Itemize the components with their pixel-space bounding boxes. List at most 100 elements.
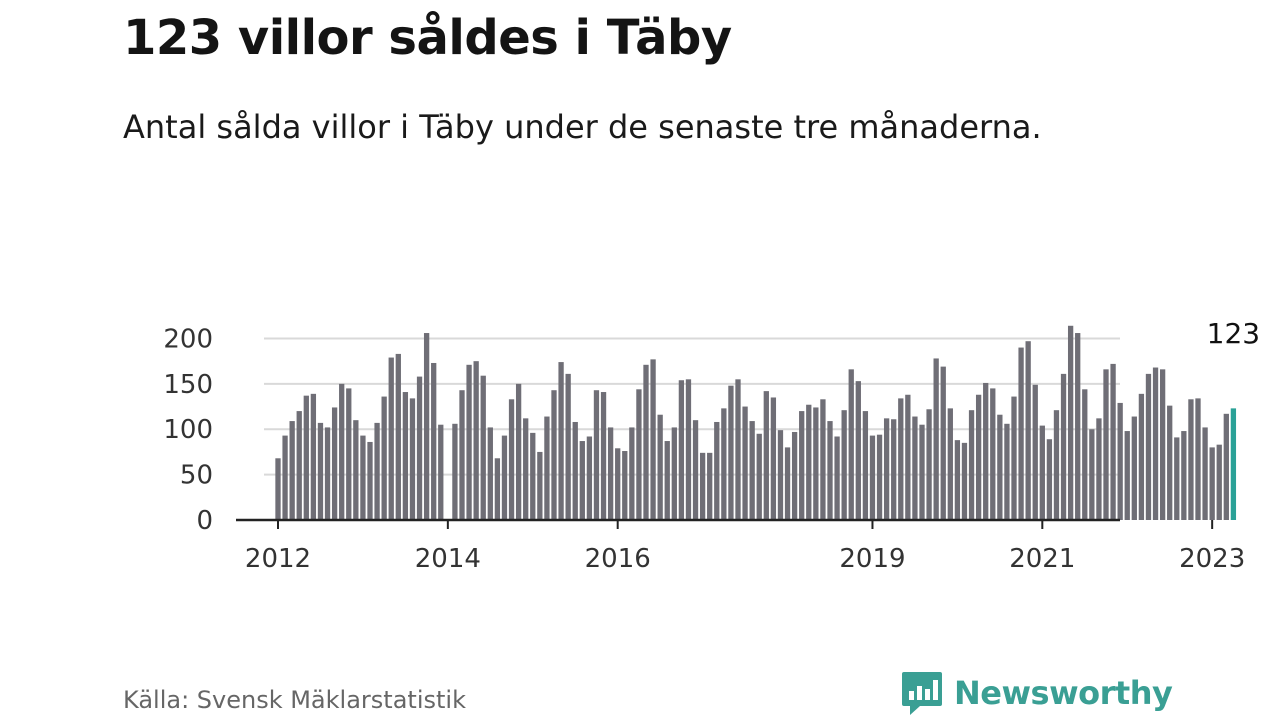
bar [1039,425,1045,520]
bar [1209,447,1215,520]
bar [615,448,621,520]
bar [1167,405,1173,520]
bar [586,436,593,520]
bar [431,362,437,520]
bar [1124,431,1130,520]
bar [282,435,288,520]
bar [523,418,529,520]
bar [813,407,819,520]
bar [954,440,961,520]
bar [515,383,522,520]
bar [360,435,366,520]
bar [1075,333,1081,520]
bar [869,435,876,520]
bar [1011,396,1017,520]
chart-subtitle: Antal sålda villor i Täby under de senas… [123,108,1042,146]
bar [324,427,331,520]
bar [409,398,416,520]
bar [891,419,897,520]
bar [353,420,359,520]
bar [367,441,373,520]
bar [1117,402,1123,520]
bar [374,422,380,520]
bar [671,427,677,520]
bar [494,458,501,520]
bar [452,423,458,520]
brand-name: Newsworthy [954,674,1173,712]
bar [537,451,543,520]
bar [593,390,600,520]
bar [579,441,585,520]
bar [1216,444,1222,520]
bar [558,362,564,520]
bar [1202,427,1208,520]
bar [1181,431,1187,520]
bar [820,399,826,520]
y-tick-label: 200 [163,324,213,354]
bar [791,431,798,520]
bar [466,364,472,520]
bar [997,414,1003,520]
bar [749,421,755,520]
bar [317,422,324,520]
y-tick-label: 150 [163,370,213,400]
bar [1032,384,1038,520]
bar [1103,369,1109,520]
bar [650,359,656,520]
bar [1131,416,1137,520]
bar [423,333,430,520]
source-note: Källa: Svensk Mäklarstatistik [123,686,466,714]
x-tick-label: 2023 [1179,544,1245,574]
bar [1046,439,1053,520]
bar [622,451,628,520]
chart-title: 123 villor såldes i Täby [123,10,732,66]
bar [692,420,699,520]
bar [1082,389,1088,520]
bar [678,380,685,520]
x-tick-label: 2012 [245,544,311,574]
bar [799,411,805,520]
bar [346,388,352,520]
bar [933,358,939,520]
bar [1223,413,1229,520]
bar [508,399,515,520]
bar [919,424,925,520]
bar [1138,393,1145,520]
bar [416,376,423,520]
bar [395,353,401,520]
bar [1089,429,1095,520]
bar [339,383,345,520]
bar [905,394,911,520]
bar [763,391,769,520]
bar [438,424,444,520]
bar [636,389,642,520]
bar [806,404,812,520]
bar [388,357,394,520]
bar [1110,363,1116,520]
bar [501,435,508,520]
bar [296,411,302,520]
x-tick-label: 2016 [585,544,651,574]
bar [643,364,649,520]
y-tick-label: 100 [163,415,213,445]
bar [827,421,833,520]
bar [1159,369,1166,520]
bar [784,447,791,520]
bar [480,375,486,520]
bar [961,442,968,520]
bar [310,393,317,520]
bar [714,421,720,520]
bar [841,410,847,520]
bar [968,410,975,520]
bar [459,390,465,520]
bar [600,392,607,520]
bar [530,432,536,520]
bar [1195,398,1201,520]
bar [940,366,946,520]
bar [848,369,854,520]
bar [1004,423,1010,520]
bar [565,373,571,520]
bar [756,433,762,520]
bar [1145,373,1152,520]
bar [629,427,635,520]
